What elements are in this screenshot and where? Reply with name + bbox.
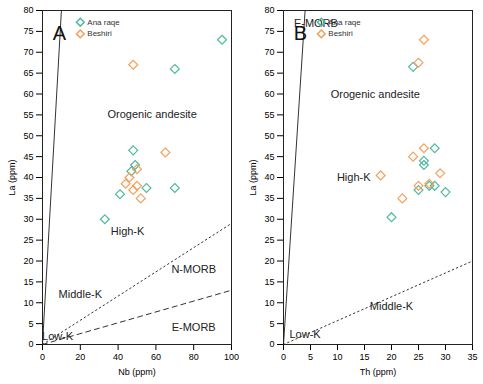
svg-text:Middle-K: Middle-K (59, 288, 103, 300)
svg-text:10: 10 (23, 298, 33, 308)
svg-text:70: 70 (264, 47, 274, 57)
svg-text:75: 75 (264, 26, 274, 36)
svg-text:80: 80 (23, 5, 33, 15)
svg-text:45: 45 (264, 152, 274, 162)
svg-text:30: 30 (23, 214, 33, 224)
svg-text:Low-K: Low-K (42, 330, 74, 342)
svg-text:Middle-K: Middle-K (370, 300, 414, 312)
svg-text:0: 0 (269, 339, 274, 349)
svg-text:40: 40 (113, 352, 123, 362)
svg-text:40: 40 (23, 172, 33, 182)
svg-text:Orogenic andesite: Orogenic andesite (331, 88, 420, 100)
svg-text:80: 80 (264, 5, 274, 15)
svg-text:50: 50 (23, 131, 33, 141)
svg-text:60: 60 (23, 89, 33, 99)
svg-text:0: 0 (28, 339, 33, 349)
svg-text:35: 35 (467, 352, 477, 362)
svg-text:20: 20 (386, 352, 396, 362)
svg-text:20: 20 (75, 352, 85, 362)
svg-text:65: 65 (23, 68, 33, 78)
svg-text:Beshiri: Beshiri (87, 29, 112, 38)
svg-text:30: 30 (264, 214, 274, 224)
svg-text:Ana raqe: Ana raqe (328, 18, 361, 27)
svg-text:50: 50 (264, 131, 274, 141)
svg-text:0: 0 (281, 352, 286, 362)
svg-text:80: 80 (189, 352, 199, 362)
svg-text:Orogenic andesite: Orogenic andesite (107, 108, 196, 120)
svg-text:20: 20 (264, 256, 274, 266)
svg-text:45: 45 (23, 152, 33, 162)
svg-text:10: 10 (264, 298, 274, 308)
svg-text:25: 25 (413, 352, 423, 362)
svg-text:15: 15 (359, 352, 369, 362)
svg-text:75: 75 (23, 26, 33, 36)
svg-text:100: 100 (224, 352, 239, 362)
svg-text:40: 40 (264, 172, 274, 182)
svg-text:35: 35 (23, 193, 33, 203)
svg-text:5: 5 (269, 319, 274, 329)
svg-text:30: 30 (440, 352, 450, 362)
svg-text:25: 25 (23, 235, 33, 245)
svg-text:15: 15 (264, 277, 274, 287)
svg-text:15: 15 (23, 277, 33, 287)
svg-text:20: 20 (23, 256, 33, 266)
svg-text:High-K: High-K (337, 171, 371, 183)
svg-text:55: 55 (23, 110, 33, 120)
svg-text:35: 35 (264, 193, 274, 203)
svg-text:N-MORB: N-MORB (171, 263, 216, 275)
svg-text:E-MORB: E-MORB (172, 321, 216, 333)
svg-text:Ana raqe: Ana raqe (87, 18, 120, 27)
svg-text:Th (ppm): Th (ppm) (360, 367, 397, 377)
svg-text:5: 5 (308, 352, 313, 362)
svg-text:55: 55 (264, 110, 274, 120)
svg-text:10: 10 (332, 352, 342, 362)
svg-text:B: B (294, 22, 307, 44)
svg-text:60: 60 (264, 89, 274, 99)
svg-text:25: 25 (264, 235, 274, 245)
svg-text:0: 0 (40, 352, 45, 362)
svg-text:La (ppm): La (ppm) (248, 159, 258, 195)
svg-text:Low-K: Low-K (290, 328, 322, 340)
svg-text:La (ppm): La (ppm) (7, 159, 17, 195)
svg-text:70: 70 (23, 47, 33, 57)
svg-text:A: A (53, 22, 67, 44)
svg-text:60: 60 (151, 352, 161, 362)
svg-text:65: 65 (264, 68, 274, 78)
svg-text:5: 5 (28, 319, 33, 329)
svg-text:Beshiri: Beshiri (328, 29, 353, 38)
svg-text:Nb (ppm): Nb (ppm) (118, 367, 156, 377)
svg-text:High-K: High-K (111, 225, 145, 237)
